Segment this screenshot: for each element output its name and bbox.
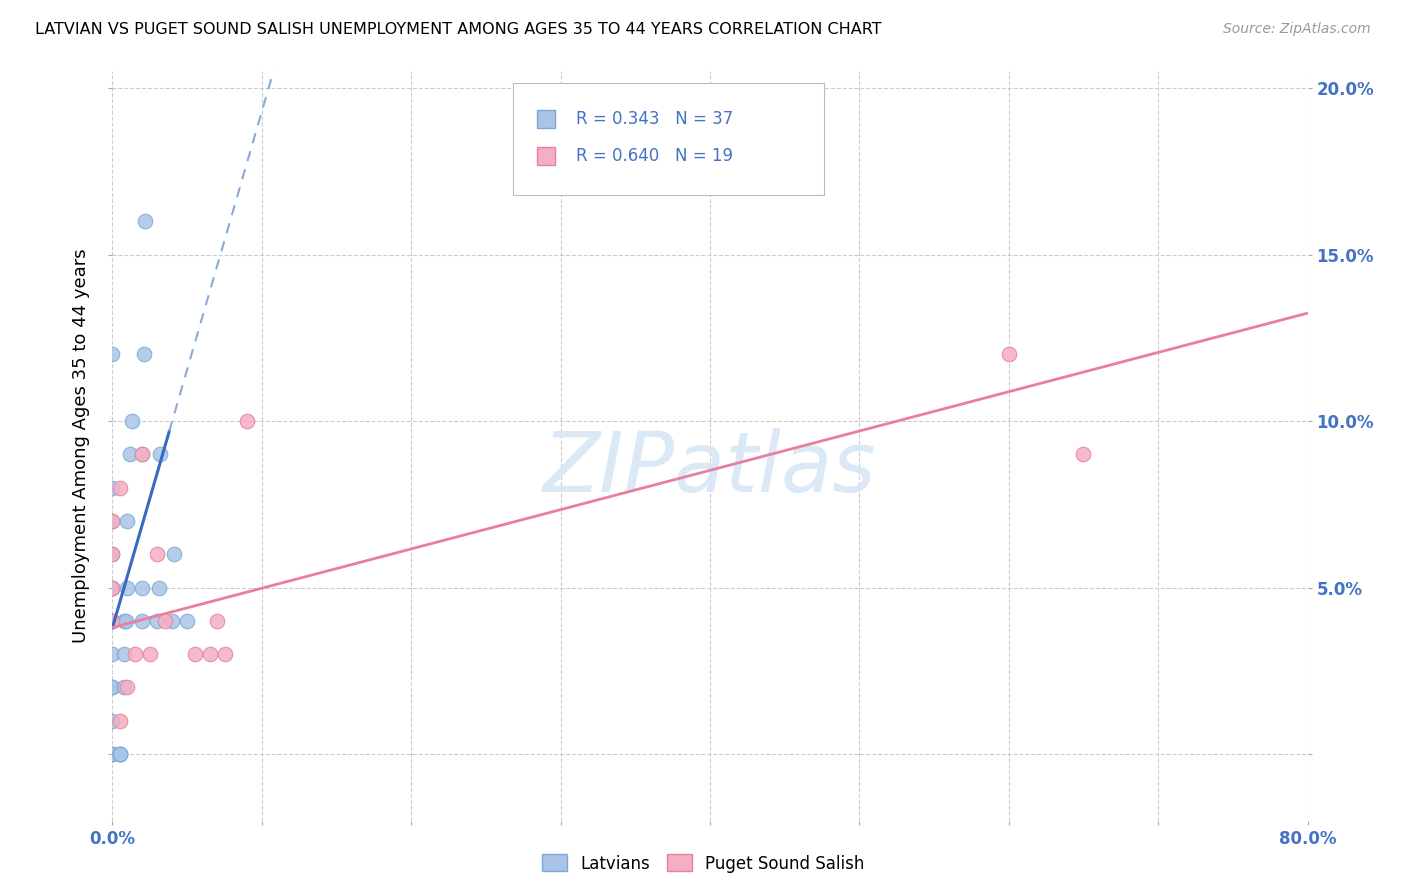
Point <box>124 647 146 661</box>
Text: LATVIAN VS PUGET SOUND SALISH UNEMPLOYMENT AMONG AGES 35 TO 44 YEARS CORRELATION: LATVIAN VS PUGET SOUND SALISH UNEMPLOYME… <box>35 22 882 37</box>
Point <box>183 647 205 661</box>
Legend: Latvians, Puget Sound Salish: Latvians, Puget Sound Salish <box>536 847 870 880</box>
Point <box>120 447 142 461</box>
Point <box>101 581 124 595</box>
Point <box>115 614 138 628</box>
Point <box>101 681 124 695</box>
Point <box>108 747 131 761</box>
Point <box>101 614 124 628</box>
Point <box>101 747 124 761</box>
Point <box>131 581 153 595</box>
Point <box>101 581 124 595</box>
Point <box>101 481 124 495</box>
Point <box>101 547 124 561</box>
Point <box>121 414 143 428</box>
Point <box>131 447 153 461</box>
Point <box>117 514 139 528</box>
Point <box>117 681 139 695</box>
Point <box>131 614 153 628</box>
Point <box>101 714 124 728</box>
Text: ZIPatlas: ZIPatlas <box>543 428 877 509</box>
Point <box>134 214 156 228</box>
Point <box>108 481 131 495</box>
Point <box>101 547 124 561</box>
Point <box>149 447 172 461</box>
Point <box>101 747 124 761</box>
Point <box>176 614 198 628</box>
Point <box>998 347 1021 361</box>
Text: Source: ZipAtlas.com: Source: ZipAtlas.com <box>1223 22 1371 37</box>
Point <box>148 581 170 595</box>
Point <box>101 614 124 628</box>
Point <box>101 614 124 628</box>
Text: R = 0.640   N = 19: R = 0.640 N = 19 <box>576 147 733 165</box>
Point <box>101 581 124 595</box>
Y-axis label: Unemployment Among Ages 35 to 44 years: Unemployment Among Ages 35 to 44 years <box>72 249 90 643</box>
Point <box>163 547 186 561</box>
Point <box>139 647 162 661</box>
Point <box>131 447 153 461</box>
Point <box>101 747 124 761</box>
Point <box>1073 447 1095 461</box>
Point <box>236 414 259 428</box>
Point <box>132 347 155 361</box>
Point <box>108 714 131 728</box>
Point <box>198 647 221 661</box>
Point <box>205 614 228 628</box>
Point <box>101 647 124 661</box>
Point <box>108 747 131 761</box>
Point <box>114 681 135 695</box>
Point <box>101 347 124 361</box>
Point <box>108 747 131 761</box>
Point <box>101 514 124 528</box>
Point <box>214 647 236 661</box>
Text: R = 0.343   N = 37: R = 0.343 N = 37 <box>576 110 734 128</box>
Point <box>114 614 135 628</box>
Point <box>146 614 169 628</box>
Point <box>101 514 124 528</box>
Point <box>114 647 135 661</box>
Point <box>153 614 176 628</box>
FancyBboxPatch shape <box>513 83 824 195</box>
Point <box>162 614 183 628</box>
Point <box>101 681 124 695</box>
Point <box>146 547 169 561</box>
Point <box>117 581 139 595</box>
